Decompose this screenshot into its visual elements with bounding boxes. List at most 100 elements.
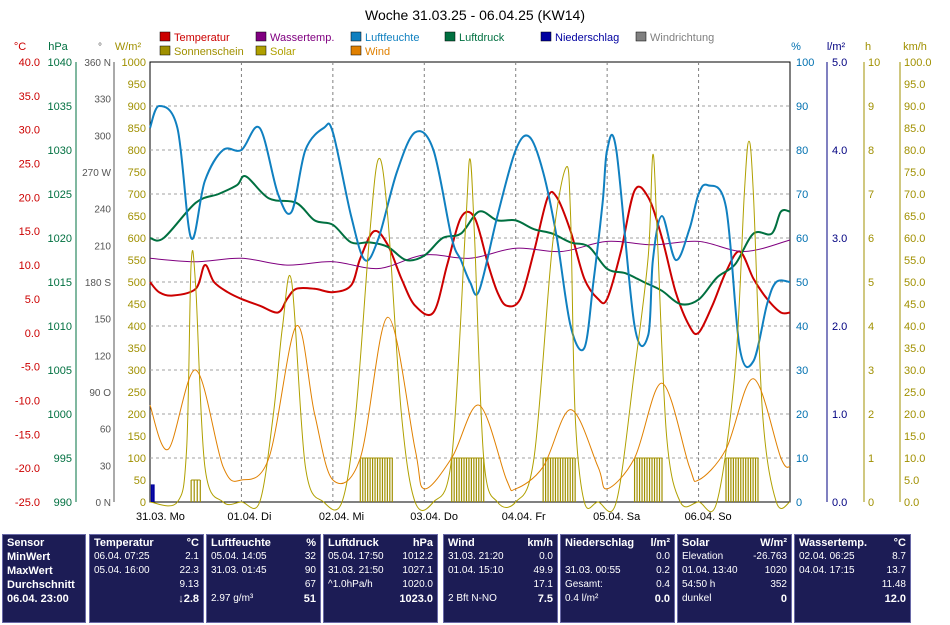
- axis-tick-solar: 0: [140, 497, 146, 509]
- series-line-solar: [149, 140, 791, 513]
- legend-label: Windrichtung: [650, 32, 714, 44]
- axis-tick-pressure: 1035: [48, 101, 72, 113]
- axis-tick-humidity: 60: [796, 233, 808, 245]
- row-value: 12.0: [884, 593, 906, 605]
- panel-row: 17.1: [444, 579, 557, 593]
- sunshine-bars: [542, 457, 576, 502]
- axis-tick-solar: 800: [128, 145, 146, 157]
- row-label: 31.03. 21:20: [448, 551, 504, 562]
- legend-label: Wassertemp.: [270, 32, 334, 44]
- axis-tick-wind: 40.0: [904, 321, 925, 333]
- axis-tick-sunshine: 6: [868, 233, 874, 245]
- chart-svg: Woche 31.03.25 - 06.04.25 (KW14) Temperat…: [14, 7, 932, 523]
- stats-panel-niederschlag: Niederschlag l/m² 0.0 31.03. 00:55 0.2 Gesamt…: [560, 534, 675, 623]
- axis-tick-pressure: 995: [54, 453, 72, 465]
- legend-swatch: [444, 31, 456, 42]
- row-value: 1020: [764, 565, 787, 576]
- axis-tick-humidity: 30: [796, 365, 808, 377]
- axis-tick-direction: 30: [100, 461, 112, 472]
- axis-tick-humidity: 80: [796, 145, 808, 157]
- row-label: 01.04. 13:40: [682, 565, 738, 576]
- panel-unit: %: [306, 537, 316, 549]
- axis-tick-solar: 900: [128, 101, 146, 113]
- stats-panel-wind: Wind km/h 31.03. 21:20 0.0 01.04. 15:10 49.9 1…: [443, 534, 558, 623]
- axis-tick-wind: 75.0: [904, 167, 925, 179]
- axis-tick-wind: 15.0: [904, 431, 925, 443]
- row-value: 7.5: [537, 593, 553, 605]
- axis-unit-solar: W/m²: [115, 41, 142, 53]
- row-label: 06.04. 07:25: [94, 551, 150, 562]
- panel-row: 67: [207, 579, 320, 593]
- axis-tick-wind: 30.0: [904, 365, 925, 377]
- axis-tick-wind: 70.0: [904, 189, 925, 201]
- axis-tick-solar: 600: [128, 233, 146, 245]
- axis-tick-temp: 30.0: [19, 125, 40, 137]
- panel-row: 05.04. 17:50 1012.2: [324, 551, 437, 565]
- row-value: 90: [304, 565, 316, 576]
- sunshine-bars: [633, 457, 663, 502]
- axis-tick-wind: 35.0: [904, 343, 925, 355]
- x-tick-label: 05.04. Sa: [593, 511, 641, 523]
- panel-unit: °C: [186, 537, 199, 549]
- panel-row: 31.03. 01:45 90: [207, 565, 320, 579]
- row-label: 31.03. 01:45: [211, 565, 267, 576]
- row-value: 1020.0: [402, 579, 433, 590]
- axis-tick-sunshine: 7: [868, 189, 874, 201]
- row-value: 8.7: [892, 551, 906, 562]
- panel-header: Solar: [682, 537, 710, 549]
- row-label: 05.04. 14:05: [211, 551, 267, 562]
- axis-tick-humidity: 90: [796, 101, 808, 113]
- sunshine-bars: [359, 457, 393, 502]
- axis-unit-temp: °C: [14, 41, 26, 53]
- row-value: 1012.2: [402, 551, 433, 562]
- axis-tick-direction: 60: [100, 425, 112, 436]
- row-label: 01.04. 15:10: [448, 565, 504, 576]
- x-tick-label: 01.04. Di: [227, 511, 271, 523]
- row-value: 17.1: [533, 579, 553, 590]
- row-value: 49.9: [533, 565, 553, 576]
- row-value: 2.1: [185, 551, 199, 562]
- axis-tick-wind: 20.0: [904, 409, 925, 421]
- row-value: 13.7: [886, 565, 906, 576]
- panel-row: 01.04. 13:40 1020: [678, 565, 791, 579]
- row-value: 9.13: [179, 579, 199, 590]
- row-label: 31.03. 00:55: [565, 565, 621, 576]
- panel-header: Luftfeuchte: [211, 537, 271, 549]
- row-value: 11.48: [881, 579, 906, 590]
- axis-tick-wind: 90.0: [904, 101, 925, 113]
- axis-tick-solar: 100: [128, 453, 146, 465]
- row-label: 05.04. 17:50: [328, 551, 384, 562]
- axis-tick-temp: -25.0: [15, 497, 40, 509]
- row-label: 04.04. 17:15: [799, 565, 855, 576]
- row-label: MinWert: [7, 551, 51, 563]
- legend-label: Wind: [365, 46, 390, 58]
- panel-row: 0.4 l/m² 0.0: [561, 593, 674, 607]
- axis-tick-solar: 400: [128, 321, 146, 333]
- axis-tick-pressure: 1040: [48, 57, 72, 69]
- axis-tick-temp: 20.0: [19, 192, 40, 204]
- panel-row: 12.0: [795, 593, 910, 607]
- row-label: 0.4 l/m²: [565, 593, 599, 604]
- panel-row: 1023.0: [324, 593, 437, 607]
- legend-label: Temperatur: [174, 32, 230, 44]
- axis-tick-temp: -15.0: [15, 429, 40, 441]
- axis-tick-wind: 0.0: [904, 497, 919, 509]
- panel-unit: W/m²: [760, 537, 787, 549]
- axis-tick-direction: 0 N: [95, 498, 111, 509]
- sunshine-bars: [190, 479, 201, 502]
- rain-bar: [152, 484, 155, 502]
- axis-tick-pressure: 1020: [48, 233, 72, 245]
- stats-panel-temperatur: Temperatur °C 06.04. 07:25 2.1 05.04. 16:00 2…: [89, 534, 204, 623]
- panel-header: Niederschlag: [565, 537, 635, 549]
- axis-tick-humidity: 10: [796, 453, 808, 465]
- axis-tick-solar: 550: [128, 255, 146, 267]
- axis-tick-wind: 25.0: [904, 387, 925, 399]
- panel-header: Temperatur: [94, 537, 154, 549]
- row-label: 06.04. 23:00: [7, 593, 69, 605]
- panel-row: 54:50 h 352: [678, 579, 791, 593]
- axis-tick-humidity: 50: [796, 277, 808, 289]
- panel-row: 02.04. 06:25 8.7: [795, 551, 910, 565]
- axis-tick-solar: 650: [128, 211, 146, 223]
- row-value: 32: [304, 551, 316, 562]
- weather-chart: Woche 31.03.25 - 06.04.25 (KW14) Temperat…: [14, 7, 932, 523]
